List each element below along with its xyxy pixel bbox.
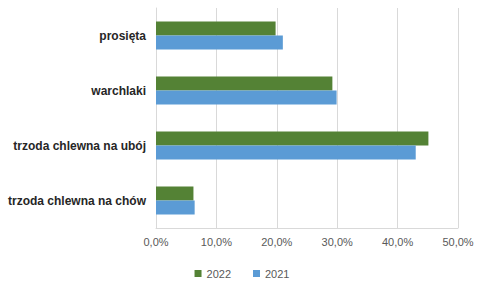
svg-text:0,0%: 0,0% bbox=[143, 236, 168, 248]
svg-text:trzoda chlewna na chów: trzoda chlewna na chów bbox=[8, 194, 147, 208]
svg-text:2021: 2021 bbox=[265, 268, 289, 280]
svg-text:warchlaki: warchlaki bbox=[90, 84, 146, 98]
svg-text:prosięta: prosięta bbox=[99, 29, 146, 43]
svg-text:2022: 2022 bbox=[207, 268, 231, 280]
svg-text:20,0%: 20,0% bbox=[261, 236, 292, 248]
svg-text:40,0%: 40,0% bbox=[382, 236, 413, 248]
svg-text:50,0%: 50,0% bbox=[442, 236, 473, 248]
svg-text:10,0%: 10,0% bbox=[201, 236, 232, 248]
svg-text:30,0%: 30,0% bbox=[322, 236, 353, 248]
svg-text:trzoda chlewna na ubój: trzoda chlewna na ubój bbox=[13, 139, 146, 153]
